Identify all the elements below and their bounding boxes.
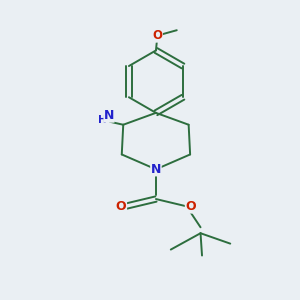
Text: O: O [152,29,162,42]
Text: O: O [185,200,196,213]
Text: O: O [116,200,127,213]
Text: H: H [98,115,107,125]
Text: N: N [104,109,114,122]
Text: N: N [151,163,161,176]
